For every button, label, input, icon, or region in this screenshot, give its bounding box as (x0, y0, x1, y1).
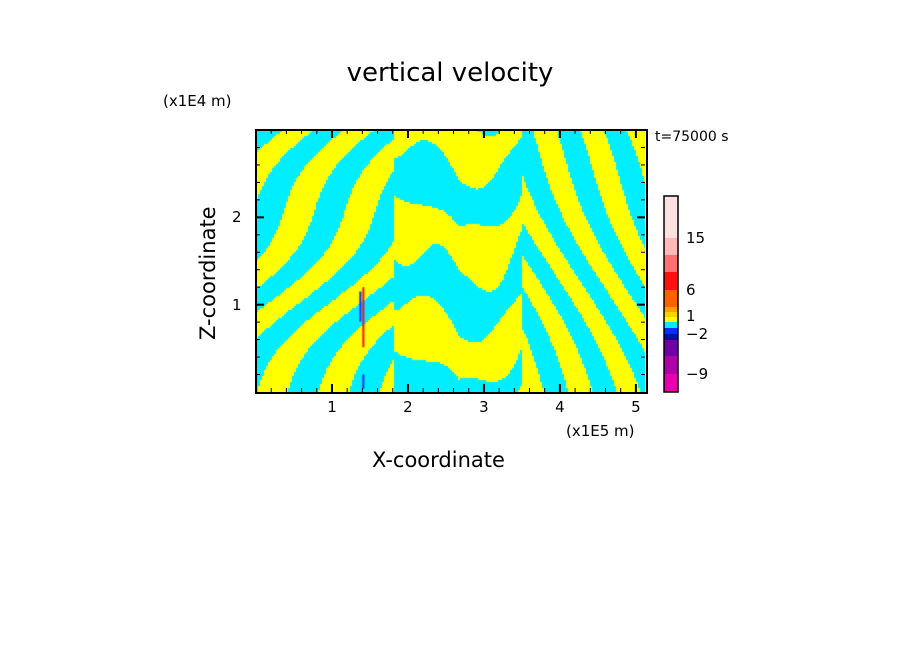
colorbar-segment (664, 290, 678, 307)
colorbar-label: 1 (686, 307, 696, 325)
velocity-field (256, 130, 645, 392)
x-axis-unit: (x1E5 m) (566, 422, 635, 440)
y-tick-label: 2 (232, 208, 242, 227)
x-tick-label: 1 (327, 398, 337, 416)
colorbar-segment (664, 356, 678, 374)
colorbar-segment (664, 374, 678, 392)
colorbar-label: −9 (686, 365, 709, 383)
colorbar-segment (664, 312, 678, 317)
colorbar-segment (664, 328, 678, 334)
colorbar-segment (664, 272, 678, 290)
x-tick-label: 3 (479, 398, 489, 416)
colorbar-label: 6 (686, 281, 696, 299)
colorbar-segment (664, 317, 678, 322)
colorbar-segment (664, 238, 678, 255)
colorbar-segment (664, 307, 678, 312)
colorbar-segment (664, 340, 678, 356)
colorbar-label: −2 (686, 325, 709, 343)
plot-frame (255, 129, 648, 394)
y-tick-label: 1 (232, 295, 242, 314)
colorbar-segment (664, 196, 678, 238)
x-tick-label: 5 (631, 398, 641, 416)
colorbar-label: 15 (686, 229, 706, 247)
colorbar-segment (664, 334, 678, 340)
x-axis-label: X-coordinate (372, 448, 505, 472)
time-annotation: t=75000 s (655, 129, 729, 145)
y-axis-unit: (x1E4 m) (163, 92, 232, 110)
x-tick-label: 4 (555, 398, 565, 416)
colorbar-segment (664, 255, 678, 272)
colorbar (663, 195, 679, 393)
chart-title: vertical velocity (346, 58, 554, 88)
x-tick-label: 2 (403, 398, 413, 416)
colorbar-frame (663, 195, 679, 393)
colorbar-segment (664, 322, 678, 328)
